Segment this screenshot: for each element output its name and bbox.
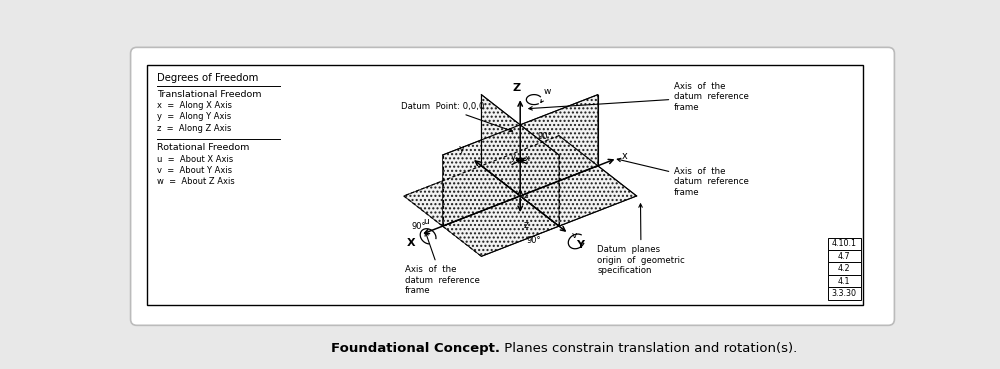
Text: 90°: 90° xyxy=(537,132,552,141)
Text: z: z xyxy=(523,192,528,200)
Text: 4.1: 4.1 xyxy=(838,277,851,286)
Bar xyxy=(828,275,861,287)
Text: Planes constrain translation and rotation(s).: Planes constrain translation and rotatio… xyxy=(500,342,797,355)
Text: x: x xyxy=(622,151,628,161)
Text: 4.7: 4.7 xyxy=(838,252,851,261)
Text: Axis  of  the
datum  reference
frame: Axis of the datum reference frame xyxy=(405,232,480,295)
Text: Z: Z xyxy=(512,83,520,93)
Text: Datum  Point: 0,0,0: Datum Point: 0,0,0 xyxy=(401,102,513,132)
Text: Degrees of Freedom: Degrees of Freedom xyxy=(157,73,258,83)
Text: u: u xyxy=(424,217,429,225)
Text: X: X xyxy=(407,238,416,248)
Polygon shape xyxy=(481,94,559,226)
Text: z: z xyxy=(523,220,528,230)
Text: z  =  Along Z Axis: z = Along Z Axis xyxy=(157,124,231,132)
Text: Translational Freedom: Translational Freedom xyxy=(157,90,261,99)
Text: 90°: 90° xyxy=(411,222,426,231)
Text: 90°: 90° xyxy=(527,235,541,245)
Text: Rotational Freedom: Rotational Freedom xyxy=(157,143,249,152)
Text: 3.3.30: 3.3.30 xyxy=(832,289,857,298)
Text: Datum  planes
origin  of  geometric
specification: Datum planes origin of geometric specifi… xyxy=(597,204,685,275)
Polygon shape xyxy=(443,94,598,226)
Text: w: w xyxy=(543,87,551,96)
Text: Y: Y xyxy=(576,240,584,250)
Text: x: x xyxy=(525,154,530,163)
Text: u  =  About X Axis: u = About X Axis xyxy=(157,155,233,164)
Polygon shape xyxy=(404,135,637,256)
Bar xyxy=(828,262,861,275)
Text: y  =  Along Y Axis: y = Along Y Axis xyxy=(157,113,231,121)
Text: y: y xyxy=(458,144,464,154)
Text: w  =  About Z Axis: w = About Z Axis xyxy=(157,177,235,186)
Text: 4.2: 4.2 xyxy=(838,264,851,273)
Text: v  =  About Y Axis: v = About Y Axis xyxy=(157,166,232,175)
Text: 4.10.1: 4.10.1 xyxy=(832,239,857,248)
Bar xyxy=(828,238,861,250)
Text: Foundational Concept.: Foundational Concept. xyxy=(331,342,500,355)
Bar xyxy=(147,65,863,305)
Text: Axis  of  the
datum  reference
frame: Axis of the datum reference frame xyxy=(617,158,749,197)
FancyBboxPatch shape xyxy=(131,47,894,325)
Text: x  =  Along X Axis: x = Along X Axis xyxy=(157,101,232,110)
Text: y: y xyxy=(511,153,516,162)
Bar xyxy=(828,250,861,262)
Text: v: v xyxy=(572,231,578,240)
Bar xyxy=(828,287,861,300)
Text: Axis  of  the
datum  reference
frame: Axis of the datum reference frame xyxy=(529,82,749,112)
